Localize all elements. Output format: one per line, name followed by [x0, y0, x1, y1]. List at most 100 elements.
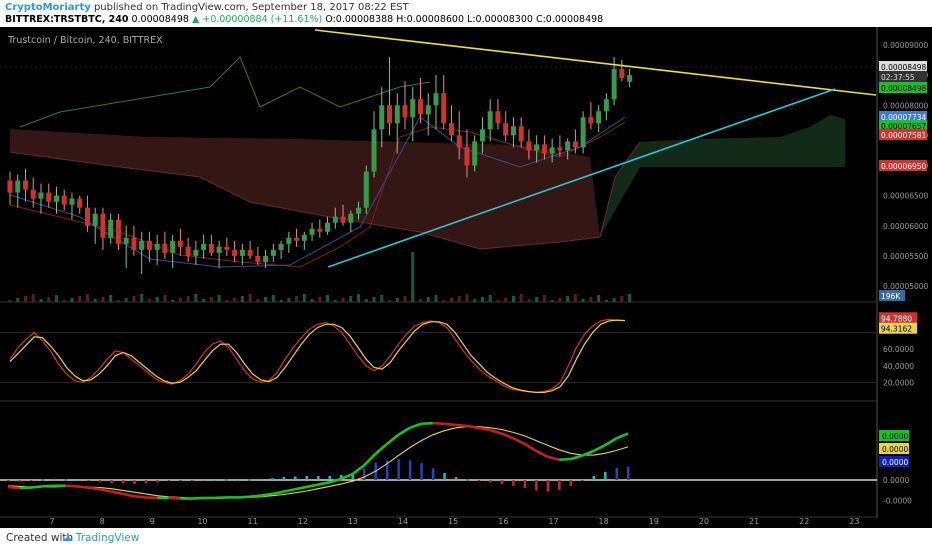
macd-histogram-bar	[202, 480, 205, 481]
volume-bar	[318, 297, 322, 302]
volume-bar	[70, 298, 74, 302]
candle-body	[448, 123, 454, 136]
candle-body	[565, 141, 571, 151]
volume-bar	[8, 300, 12, 302]
macd-line-segment	[616, 432, 629, 440]
volume-bar	[341, 298, 345, 302]
candle-body	[495, 111, 501, 124]
x-tick-label: 7	[49, 517, 54, 526]
cloud-edge-line	[9, 141, 641, 250]
candle-body	[193, 249, 199, 256]
macd-line-segment	[501, 432, 514, 440]
candle-body	[100, 213, 106, 238]
volume-bar	[612, 298, 616, 302]
author-link[interactable]: CryptoMoriarty	[5, 2, 91, 13]
macd-histogram-bar	[190, 480, 194, 481]
macd-line-segment	[317, 481, 330, 486]
volume-bar	[54, 295, 58, 302]
macd-histogram-bar	[420, 463, 423, 480]
macd-histogram-bar	[489, 480, 492, 483]
macd-line-segment	[351, 464, 365, 476]
stoch-value-box	[879, 322, 917, 334]
volume-bar	[628, 294, 632, 302]
volume-label: 196K	[881, 292, 901, 301]
footer-bar: Created with ☁ TradingView	[0, 528, 932, 550]
tradingview-logo[interactable]: ☁ TradingView	[62, 532, 139, 544]
macd-histogram-bar	[328, 475, 331, 480]
candle-body	[371, 129, 377, 172]
macd-line-segment	[134, 494, 146, 499]
price-value: 0.00008498	[131, 14, 189, 25]
macd-line-segment	[570, 454, 583, 461]
candle-body	[115, 219, 121, 244]
candle-body	[278, 243, 284, 250]
candle-body	[410, 99, 416, 118]
macd-line-segment	[111, 490, 124, 496]
stoch-tick-label: 60.0000	[883, 345, 914, 354]
candle-body	[232, 249, 238, 256]
macd-histogram-bar	[87, 480, 90, 481]
macd-histogram-bar	[385, 460, 389, 480]
price-label: 0.00007581	[881, 131, 927, 140]
macd-histogram-bar	[569, 480, 573, 486]
macd-histogram-bar	[7, 480, 10, 482]
price-label: 02:37:55	[881, 73, 915, 82]
created-with-text: Created with	[6, 532, 74, 544]
macd-line-segment	[397, 426, 411, 436]
price-label: 0.00007734	[881, 113, 927, 122]
candle-body	[216, 246, 222, 253]
macd-line-segment	[122, 492, 135, 498]
volume-bar	[78, 296, 82, 302]
macd-line-segment	[374, 443, 388, 455]
macd-line-segment	[592, 444, 606, 453]
macd-histogram-bar	[98, 480, 102, 482]
macd-histogram-bar	[443, 473, 446, 480]
volume-bar	[573, 294, 577, 302]
volume-bar	[47, 297, 51, 302]
macd-line-segment	[512, 437, 526, 446]
volume-bar	[217, 295, 221, 302]
macd-line-segment	[30, 485, 43, 489]
volume-bar	[116, 300, 120, 302]
candle-body	[518, 126, 524, 142]
volume-bar	[488, 295, 492, 302]
volume-bar	[457, 296, 461, 302]
volume-bar	[147, 299, 151, 302]
volume-bar	[527, 299, 531, 302]
macd-histogram-bar	[351, 473, 354, 480]
volume-bar	[418, 299, 422, 302]
macd-histogram-bar	[477, 480, 481, 482]
macd-histogram-bar	[64, 479, 67, 481]
candle-body	[255, 255, 261, 262]
x-tick-label: 9	[150, 517, 155, 526]
stoch-value-box	[879, 312, 917, 324]
x-tick-label: 19	[649, 517, 659, 526]
macd-histogram-bar	[167, 480, 171, 482]
macd-histogram-bar	[408, 460, 412, 480]
volume-bar	[194, 294, 198, 302]
candle-body	[108, 219, 114, 238]
x-tick-label: 18	[599, 517, 609, 526]
chart-area[interactable]: 0.000090000.000085000.000080000.00007500…	[0, 27, 932, 528]
macd-histogram-bar	[271, 478, 274, 480]
volume-bar	[93, 299, 97, 302]
candle-body	[239, 249, 245, 256]
volume-bar	[279, 300, 283, 302]
volume-bar	[535, 297, 539, 302]
candle-body	[611, 69, 617, 100]
candle-body	[131, 237, 137, 250]
price-change: ▲ +0.00000884 (+11.61%)	[191, 14, 323, 25]
support-trendline	[327, 88, 836, 268]
volume-bar	[225, 300, 229, 302]
candle-body	[425, 105, 431, 115]
y-tick-label: 0.00009000	[883, 41, 929, 50]
candle-body	[301, 234, 307, 241]
candle-body	[387, 105, 393, 124]
macd-line-segment	[283, 488, 296, 493]
candle-body	[270, 249, 276, 256]
stoch-tick-label: 40.0000	[883, 362, 914, 371]
volume-bar	[504, 298, 508, 302]
macd-value-box	[879, 456, 909, 467]
macd-line-segment	[271, 490, 284, 496]
price-label-box	[879, 71, 927, 82]
